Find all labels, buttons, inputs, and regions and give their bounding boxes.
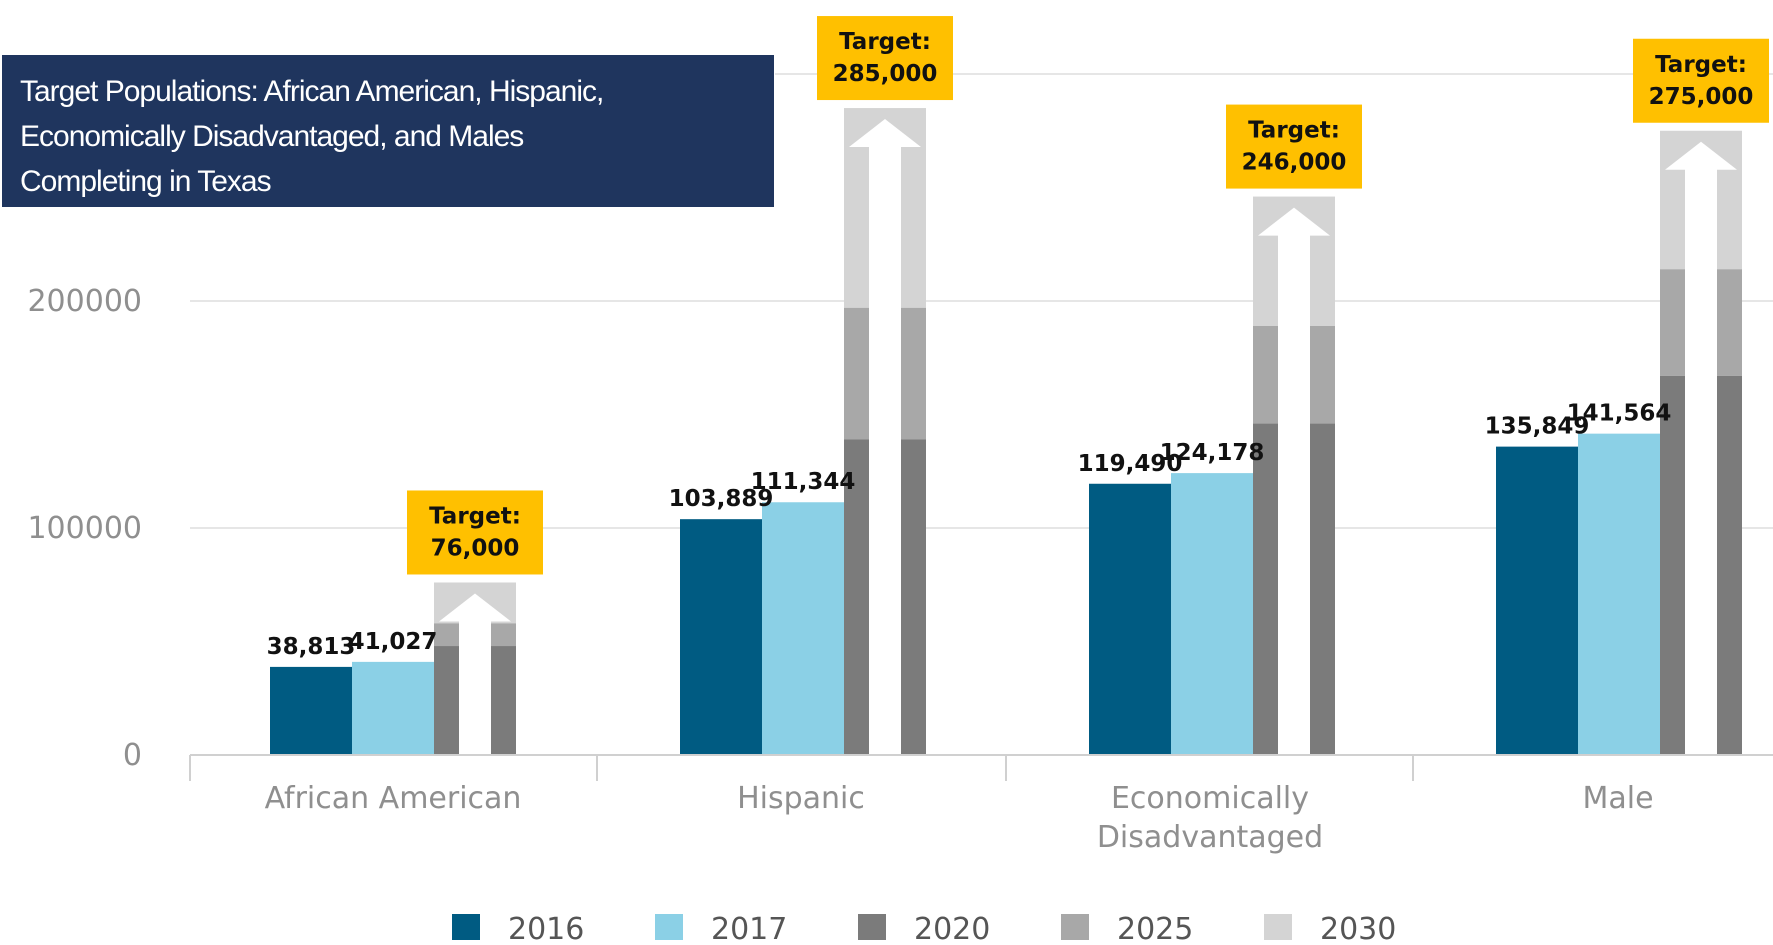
target-box — [1633, 38, 1769, 123]
x-tick-label: Hispanic — [737, 781, 865, 816]
x-tick-label: African American — [265, 781, 522, 816]
legend-item-2017: 2017 — [655, 912, 787, 945]
legend-item-2030: 2030 — [1264, 912, 1396, 945]
chart-title: Target Populations: African American, Hi… — [2, 55, 774, 207]
bars — [270, 108, 1742, 756]
target-callout: Target: 246,000 — [1226, 104, 1362, 189]
bar-2017 — [352, 661, 434, 755]
x-tick-label: Male — [1582, 781, 1653, 816]
target-value: 246,000 — [1242, 150, 1347, 176]
growth-arrow — [1258, 207, 1330, 755]
bar-2016 — [1496, 446, 1578, 755]
data-label: 41,027 — [349, 629, 438, 655]
legend-label: 2030 — [1320, 912, 1396, 945]
legend-item-2016: 2016 — [452, 912, 584, 945]
bar-2016 — [270, 666, 352, 755]
growth-arrow — [849, 119, 921, 756]
bar-2016 — [680, 519, 762, 755]
bar-2017 — [762, 502, 844, 755]
target-label: Target: — [1248, 118, 1340, 144]
bar-2016 — [1089, 483, 1171, 755]
target-label: Target: — [1655, 52, 1747, 78]
data-label: 103,889 — [669, 486, 774, 512]
growth-arrow — [1665, 141, 1737, 755]
bar-2017 — [1578, 433, 1660, 755]
y-tick-label: 100000 — [27, 511, 142, 546]
target-callout: Target: 76,000 — [407, 490, 543, 575]
target-callout: Target: 275,000 — [1633, 38, 1769, 123]
legend-label: 2017 — [711, 912, 787, 945]
axes: 0 100000 200000 African American Hispanic Eco… — [27, 284, 1773, 855]
y-tick-label: 0 — [123, 738, 142, 773]
legend-swatch — [1061, 914, 1089, 940]
target-label: Target: — [429, 503, 521, 529]
target-box — [407, 490, 543, 575]
legend: 2016 2017 2020 2025 2030 — [452, 912, 1396, 945]
bar-2017 — [1171, 473, 1253, 755]
target-callouts: Target: 76,000 Target: 285,000 Target: 246,00… — [407, 16, 1769, 575]
legend-item-2020: 2020 — [858, 912, 990, 945]
target-callout: Target: 285,000 — [817, 16, 953, 101]
legend-swatch — [1264, 914, 1292, 940]
data-label: 141,564 — [1567, 401, 1672, 427]
legend-label: 2016 — [508, 912, 584, 945]
target-box — [817, 16, 953, 101]
target-label: Target: — [839, 29, 931, 55]
data-label: 111,344 — [751, 469, 856, 495]
legend-label: 2025 — [1117, 912, 1193, 945]
target-value: 285,000 — [833, 61, 938, 87]
legend-item-2025: 2025 — [1061, 912, 1193, 945]
growth-arrow — [439, 593, 511, 755]
legend-swatch — [858, 914, 886, 940]
target-value: 76,000 — [431, 535, 520, 561]
target-box — [1226, 104, 1362, 189]
data-label: 135,849 — [1485, 414, 1590, 440]
data-label: 38,813 — [267, 634, 356, 660]
y-tick-label: 200000 — [27, 284, 142, 319]
legend-swatch — [452, 914, 480, 940]
legend-swatch — [655, 914, 683, 940]
data-label: 119,490 — [1078, 451, 1183, 477]
x-tick-label: Economically Disadvantaged — [1097, 781, 1323, 855]
legend-label: 2020 — [914, 912, 990, 945]
data-label: 124,178 — [1160, 440, 1265, 466]
target-value: 275,000 — [1649, 84, 1754, 110]
